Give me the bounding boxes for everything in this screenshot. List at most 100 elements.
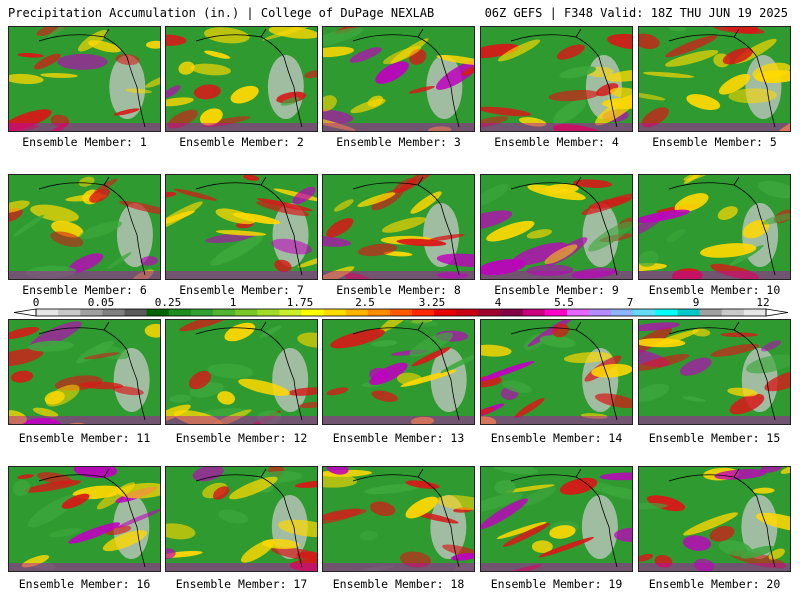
ensemble-member-label: Ensemble Member: 19 bbox=[490, 577, 623, 591]
colorbar-segment bbox=[434, 309, 457, 316]
model-run-info: 06Z GEFS | F348 Valid: 18Z THU JUN 19 20… bbox=[484, 6, 788, 20]
ensemble-member-label: Ensemble Member: 13 bbox=[332, 431, 465, 445]
precipitation-field bbox=[639, 175, 790, 279]
ensemble-member-map bbox=[8, 174, 161, 280]
ensemble-member-label: Ensemble Member: 6 bbox=[22, 283, 147, 297]
ensemble-member-label: Ensemble Member: 9 bbox=[494, 283, 619, 297]
colorbar-tick: 7 bbox=[626, 296, 634, 309]
ensemble-member-label: Ensemble Member: 2 bbox=[179, 135, 304, 149]
coastline bbox=[668, 321, 776, 421]
colorbar-segment bbox=[323, 309, 347, 316]
colorbar-tick: 1.75 bbox=[286, 296, 314, 309]
precipitation-field bbox=[323, 175, 474, 279]
ensemble-member-map bbox=[480, 466, 633, 572]
colorbar-min-arrow bbox=[13, 308, 37, 317]
coastline bbox=[352, 468, 460, 568]
ensemble-member-label: Ensemble Member: 7 bbox=[179, 283, 304, 297]
colorbar-segment bbox=[611, 309, 634, 316]
colorbar-tick: 0.05 bbox=[87, 296, 115, 309]
colorbar-segment bbox=[389, 309, 413, 316]
precipitation-field bbox=[166, 27, 317, 131]
coastline bbox=[510, 321, 618, 421]
ensemble-member-label: Ensemble Member: 4 bbox=[494, 135, 619, 149]
precipitation-field bbox=[166, 175, 317, 279]
colorbar-segment bbox=[36, 309, 59, 316]
colorbar-segment bbox=[655, 309, 679, 316]
colorbar-tick: 1 bbox=[229, 296, 237, 309]
precipitation-field bbox=[9, 175, 160, 279]
coastline bbox=[38, 176, 146, 276]
ensemble-member-map bbox=[322, 319, 475, 425]
precipitation-field bbox=[323, 467, 474, 571]
colorbar-segment bbox=[168, 309, 192, 316]
coastline bbox=[668, 468, 776, 568]
precipitation-field bbox=[9, 467, 160, 571]
ensemble-member-map bbox=[480, 319, 633, 425]
precipitation-field bbox=[323, 320, 474, 424]
colorbar-segment bbox=[677, 309, 701, 316]
ensemble-member-label: Ensemble Member: 11 bbox=[18, 431, 151, 445]
coastline bbox=[510, 176, 618, 276]
colorbar-tick: 9 bbox=[692, 296, 700, 309]
colorbar-segment bbox=[589, 309, 612, 316]
coastline bbox=[195, 28, 303, 128]
ensemble-member-map bbox=[8, 319, 161, 425]
ensemble-member-map bbox=[8, 26, 161, 132]
colorbar-segment bbox=[500, 309, 524, 316]
map-title: Precipitation Accumulation (in.) | Colle… bbox=[8, 6, 435, 20]
coastline bbox=[510, 28, 618, 128]
ensemble-member-label: Ensemble Member: 12 bbox=[175, 431, 308, 445]
precipitation-field bbox=[481, 175, 632, 279]
ensemble-member-label: Ensemble Member: 8 bbox=[336, 283, 461, 297]
colorbar-tick: 12 bbox=[756, 296, 770, 309]
ensemble-member-label: Ensemble Member: 20 bbox=[648, 577, 781, 591]
precipitation-colorbar bbox=[13, 308, 789, 317]
colorbar-segment bbox=[345, 309, 369, 316]
ensemble-member-label: Ensemble Member: 1 bbox=[22, 135, 147, 149]
precipitation-field bbox=[639, 27, 790, 131]
colorbar-tick: 3.25 bbox=[418, 296, 446, 309]
coastline bbox=[38, 468, 146, 568]
coastline bbox=[352, 176, 460, 276]
ensemble-member-map bbox=[165, 466, 318, 572]
ensemble-member-label: Ensemble Member: 5 bbox=[652, 135, 777, 149]
ensemble-member-label: Ensemble Member: 17 bbox=[175, 577, 308, 591]
coastline bbox=[195, 468, 303, 568]
ensemble-member-map bbox=[638, 174, 791, 280]
precipitation-field bbox=[481, 467, 632, 571]
colorbar-segment bbox=[80, 309, 103, 316]
precipitation-field bbox=[323, 27, 474, 131]
precipitation-field bbox=[9, 27, 160, 131]
colorbar-segment bbox=[743, 309, 767, 316]
colorbar-segment bbox=[212, 309, 236, 316]
colorbar-segment bbox=[301, 309, 325, 316]
ensemble-member-map bbox=[322, 174, 475, 280]
coastline bbox=[195, 176, 303, 276]
colorbar-segment bbox=[124, 309, 148, 316]
coastline bbox=[38, 321, 146, 421]
coastline bbox=[668, 176, 776, 276]
colorbar-segment bbox=[721, 309, 745, 316]
precipitation-field bbox=[639, 320, 790, 424]
ensemble-member-map bbox=[165, 26, 318, 132]
colorbar-segment bbox=[412, 309, 435, 316]
ensemble-member-map bbox=[638, 466, 791, 572]
ensemble-member-map bbox=[165, 319, 318, 425]
colorbar-segment bbox=[478, 309, 502, 316]
ensemble-member-label: Ensemble Member: 14 bbox=[490, 431, 623, 445]
ensemble-member-map bbox=[8, 466, 161, 572]
ensemble-member-map bbox=[638, 319, 791, 425]
precipitation-field bbox=[481, 320, 632, 424]
colorbar-segment bbox=[146, 309, 170, 316]
ensemble-member-map bbox=[165, 174, 318, 280]
colorbar-segment bbox=[544, 309, 568, 316]
colorbar-tick: 0 bbox=[32, 296, 40, 309]
ensemble-member-label: Ensemble Member: 16 bbox=[18, 577, 151, 591]
colorbar-segment bbox=[279, 309, 302, 316]
colorbar-segment bbox=[456, 309, 479, 316]
colorbar-segment bbox=[102, 309, 125, 316]
precipitation-field bbox=[166, 320, 317, 424]
ensemble-member-label: Ensemble Member: 10 bbox=[648, 283, 781, 297]
colorbar-segment bbox=[190, 309, 214, 316]
ensemble-member-label: Ensemble Member: 18 bbox=[332, 577, 465, 591]
